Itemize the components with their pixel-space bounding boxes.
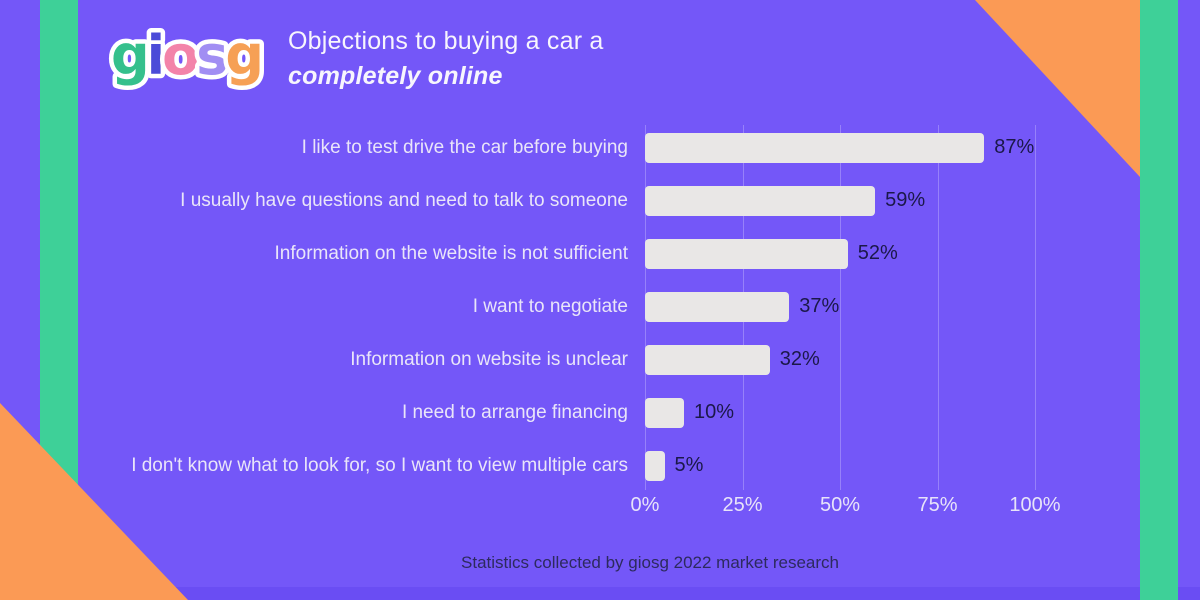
category-label: Information on website is unclear [350,348,628,370]
giosg-logo: giosg [100,16,272,103]
value-label: 32% [779,348,820,370]
category-label: I don't know what to look for, so I want… [131,454,628,476]
bar-row: Information on website is unclear 32% [50,333,1170,386]
x-axis-tick-label: 100% [1009,494,1061,516]
bar-track [645,397,684,428]
chart-title: Objections to buying a car a completely … [288,27,604,91]
x-axis-tick-label: 0% [630,494,660,516]
category-label: Information on the website is not suffic… [274,242,628,264]
x-axis-tick-label: 25% [722,494,763,516]
bar-row: Information on the website is not suffic… [50,227,1170,280]
svg-text:giosg: giosg [111,24,261,87]
bar [645,185,876,216]
bar [645,344,770,375]
source-caption: Statistics collected by giosg 2022 marke… [461,553,839,572]
gridline [840,125,841,490]
bar-track [645,238,848,269]
bar-row: I want to negotiate 37% [50,280,1170,333]
bar-row: I usually have questions and need to tal… [50,174,1170,227]
green-band-right [1140,0,1178,600]
value-label: 52% [857,242,898,264]
bar [645,291,790,322]
gridline [1035,125,1036,490]
x-axis-tick-label: 75% [917,494,958,516]
bottom-accent-strip [0,587,1200,600]
bar-row: I don't know what to look for, so I want… [50,439,1170,492]
bar [645,238,848,269]
value-label: 59% [885,189,926,211]
category-label: I need to arrange financing [401,401,628,423]
value-label: 5% [674,454,704,476]
gridline [937,125,939,490]
bar-track [645,291,790,322]
category-label: I usually have questions and need to tal… [180,189,628,211]
value-label: 37% [799,295,840,317]
bar-track [645,344,770,375]
x-axis-ticks: 0% 25% 50% 75% 100% [50,494,1170,520]
category-label: I want to negotiate [472,295,628,317]
bar-track [645,185,876,216]
category-label: I like to test drive the car before buyi… [301,136,628,158]
bar-track [645,450,665,481]
bar [645,450,665,481]
giosg-logo-icon: giosg [106,20,268,92]
bar [645,397,684,428]
x-axis-tick-label: 50% [819,494,861,516]
bar-row: I need to arrange financing 10% [50,386,1170,439]
chart-title-line1: Objections to buying a car a [288,27,604,55]
value-label: 10% [694,401,735,423]
bar-row: I like to test drive the car before buyi… [50,121,1170,174]
value-label: 87% [994,136,1035,158]
bar-chart-rows: I like to test drive the car before buyi… [50,121,1170,492]
bar [645,132,985,163]
bar-track [645,132,985,163]
chart-title-line2: completely online [288,62,503,90]
